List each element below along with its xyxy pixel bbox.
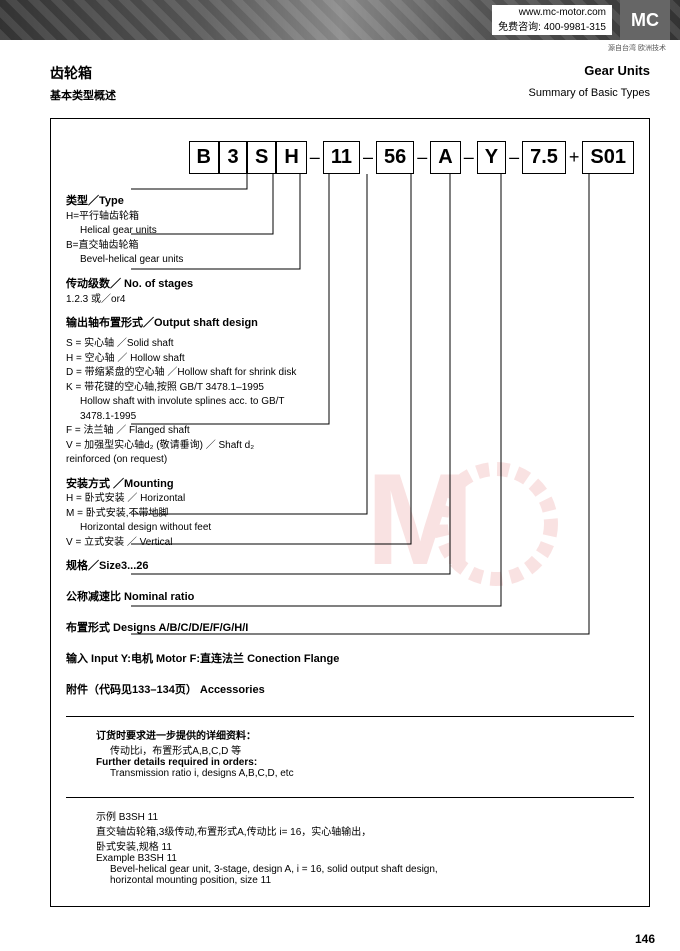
sec-stages-head: 传动级数／ No. of stages: [66, 277, 634, 292]
mount-l2: M = 卧式安装,不带地脚: [66, 507, 634, 521]
sec-mount-body: H = 卧式安装 ／ Horizontal M = 卧式安装,不带地脚 Hori…: [66, 492, 634, 549]
sec-acc-head: 附件（代码见133–134页） Accessories: [66, 683, 634, 698]
code-type: B: [189, 141, 219, 174]
sec-shaft-head: 输出轴布置形式／Output shaft design: [66, 316, 634, 331]
sep-3: –: [414, 147, 430, 168]
logo: MC: [620, 0, 670, 40]
order-h2: Further details required in orders:: [96, 757, 604, 768]
type-l2: Helical gear units: [66, 224, 634, 238]
shaft-l4: K = 带花键的空心轴,按照 GB/T 3478.1–1995: [66, 381, 634, 395]
banner-contact: www.mc-motor.com 免费咨询: 400-9981-315: [492, 5, 612, 35]
code-ratio: 56: [376, 141, 414, 174]
sections: 类型／Type H=平行轴齿轮箱 Helical gear units B=直交…: [66, 194, 634, 698]
order-h1: 订货时要求进一步提供的详细资料：: [96, 727, 604, 742]
example-l1: 直交轴齿轮箱,3级传动,布置形式A,传动比 i= 16，实心轴输出，: [96, 823, 604, 838]
code-power: 7.5: [522, 141, 566, 174]
mount-l3: Horizontal design without feet: [66, 521, 634, 535]
code-design: A: [430, 141, 460, 174]
title-row: 齿轮箱 Gear Units: [50, 63, 650, 83]
example-l2: 卧式安装,规格 11: [96, 838, 604, 853]
subtitle-cn: 基本类型概述: [50, 87, 116, 103]
shaft-l8: V = 加强型实心轴d₂ (敬请垂询) ／ Shaft d₂: [66, 439, 634, 453]
example-l3: Bevel-helical gear unit, 3-stage, design…: [96, 864, 604, 875]
sec-shaft-body: S = 实心轴 ／Solid shaft H = 空心轴 ／ Hollow sh…: [66, 337, 634, 467]
sec-ratio-head: 公称减速比 Nominal ratio: [66, 590, 634, 605]
shaft-l1: S = 实心轴 ／Solid shaft: [66, 337, 634, 351]
sec-stages-body: 1.2.3 或／or4: [66, 293, 634, 307]
banner-phone: 免费咨询: 400-9981-315: [498, 18, 606, 33]
code-acc: S01: [582, 141, 634, 174]
code-shaft: S: [247, 141, 276, 174]
type-l1: H=平行轴齿轮箱: [66, 210, 634, 224]
example-l4: horizontal mounting position, size 11: [96, 875, 604, 886]
shaft-l2: H = 空心轴 ／ Hollow shaft: [66, 352, 634, 366]
subtitle-en: Summary of Basic Types: [529, 87, 650, 103]
sec-type-head: 类型／Type: [66, 194, 634, 209]
order-l2: Transmission ratio i, designs A,B,C,D, e…: [96, 768, 604, 779]
mount-l1: H = 卧式安装 ／ Horizontal: [66, 492, 634, 506]
sec-design-head: 布置形式 Designs A/B/C/D/E/F/G/H/I: [66, 621, 634, 636]
top-banner: www.mc-motor.com 免费咨询: 400-9981-315 MC: [0, 0, 680, 40]
example-h1: 示例 B3SH 11: [96, 808, 604, 823]
shaft-l3: D = 带缩紧盘的空心轴 ／Hollow shaft for shrink di…: [66, 366, 634, 380]
stages-l1: 1.2.3 或／or4: [66, 293, 634, 307]
example-box: 示例 B3SH 11 直交轴齿轮箱,3级传动,布置形式A,传动比 i= 16，实…: [66, 797, 634, 896]
code-input: Y: [477, 141, 506, 174]
code-stages: 3: [219, 141, 247, 174]
title-en: Gear Units: [584, 63, 650, 83]
sec-size-head: 规格／Size3...26: [66, 559, 634, 574]
order-l1: 传动比i，布置形式A,B,C,D 等: [96, 742, 604, 757]
order-details-box: 订货时要求进一步提供的详细资料： 传动比i，布置形式A,B,C,D 等 Furt…: [66, 716, 634, 789]
code-mount: H: [276, 141, 306, 174]
sep-2: –: [360, 147, 376, 168]
sep-5: –: [506, 147, 522, 168]
code-size: 11: [323, 141, 360, 174]
banner-url: www.mc-motor.com: [498, 7, 606, 18]
sep-1: –: [307, 147, 323, 168]
shaft-l7: F = 法兰轴 ／ Flanged shaft: [66, 424, 634, 438]
page-content: 齿轮箱 Gear Units 基本类型概述 Summary of Basic T…: [0, 53, 680, 927]
sep-6: +: [566, 147, 583, 168]
main-diagram-box: M B 3 S H – 11 – 56 – A – Y – 7.5 + S01 …: [50, 118, 650, 907]
subtitle-row: 基本类型概述 Summary of Basic Types: [50, 87, 650, 103]
example-h2: Example B3SH 11: [96, 853, 604, 864]
sep-4: –: [461, 147, 477, 168]
code-boxes-row: B 3 S H – 11 – 56 – A – Y – 7.5 + S01: [66, 141, 634, 174]
title-cn: 齿轮箱: [50, 63, 92, 83]
sec-mount-head: 安装方式 ／Mounting: [66, 477, 634, 492]
shaft-l6: 3478.1-1995: [66, 410, 634, 424]
type-l4: Bevel-helical gear units: [66, 253, 634, 267]
shaft-l9: reinforced (on request): [66, 453, 634, 467]
shaft-l5: Hollow shaft with involute splines acc. …: [66, 395, 634, 409]
mount-l4: V = 立式安装 ／ Vertical: [66, 536, 634, 550]
sublogo-text: 源自台湾 欧洲技术: [0, 40, 680, 53]
sec-input-head: 输入 Input Y:电机 Motor F:直连法兰 Conection Fla…: [66, 652, 634, 667]
sec-type-body: H=平行轴齿轮箱 Helical gear units B=直交轴齿轮箱 Bev…: [66, 210, 634, 267]
type-l3: B=直交轴齿轮箱: [66, 239, 634, 253]
page-number: 146: [0, 927, 680, 951]
